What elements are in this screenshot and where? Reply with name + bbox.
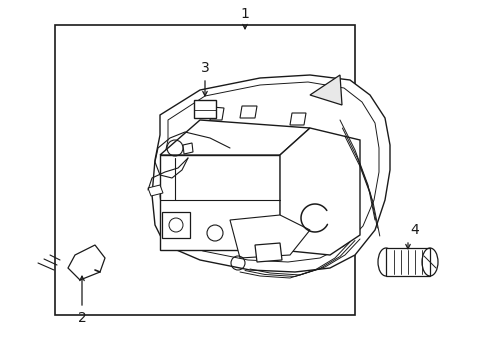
Polygon shape (280, 128, 359, 255)
Text: 2: 2 (78, 311, 86, 325)
Polygon shape (160, 120, 309, 155)
Polygon shape (209, 107, 224, 120)
Polygon shape (183, 143, 193, 154)
Polygon shape (68, 245, 105, 280)
Polygon shape (240, 106, 257, 118)
Polygon shape (152, 75, 389, 272)
Text: 3: 3 (200, 61, 209, 75)
Text: 1: 1 (240, 7, 249, 21)
Polygon shape (289, 113, 305, 125)
Polygon shape (254, 243, 282, 262)
Bar (55, 25, 354, 315)
Polygon shape (309, 75, 341, 105)
Bar (194, 100, 216, 118)
Polygon shape (148, 185, 163, 196)
Bar (162, 212, 190, 238)
Bar (385, 248, 429, 276)
Text: 4: 4 (410, 223, 419, 237)
Polygon shape (229, 215, 309, 258)
Polygon shape (160, 155, 280, 250)
